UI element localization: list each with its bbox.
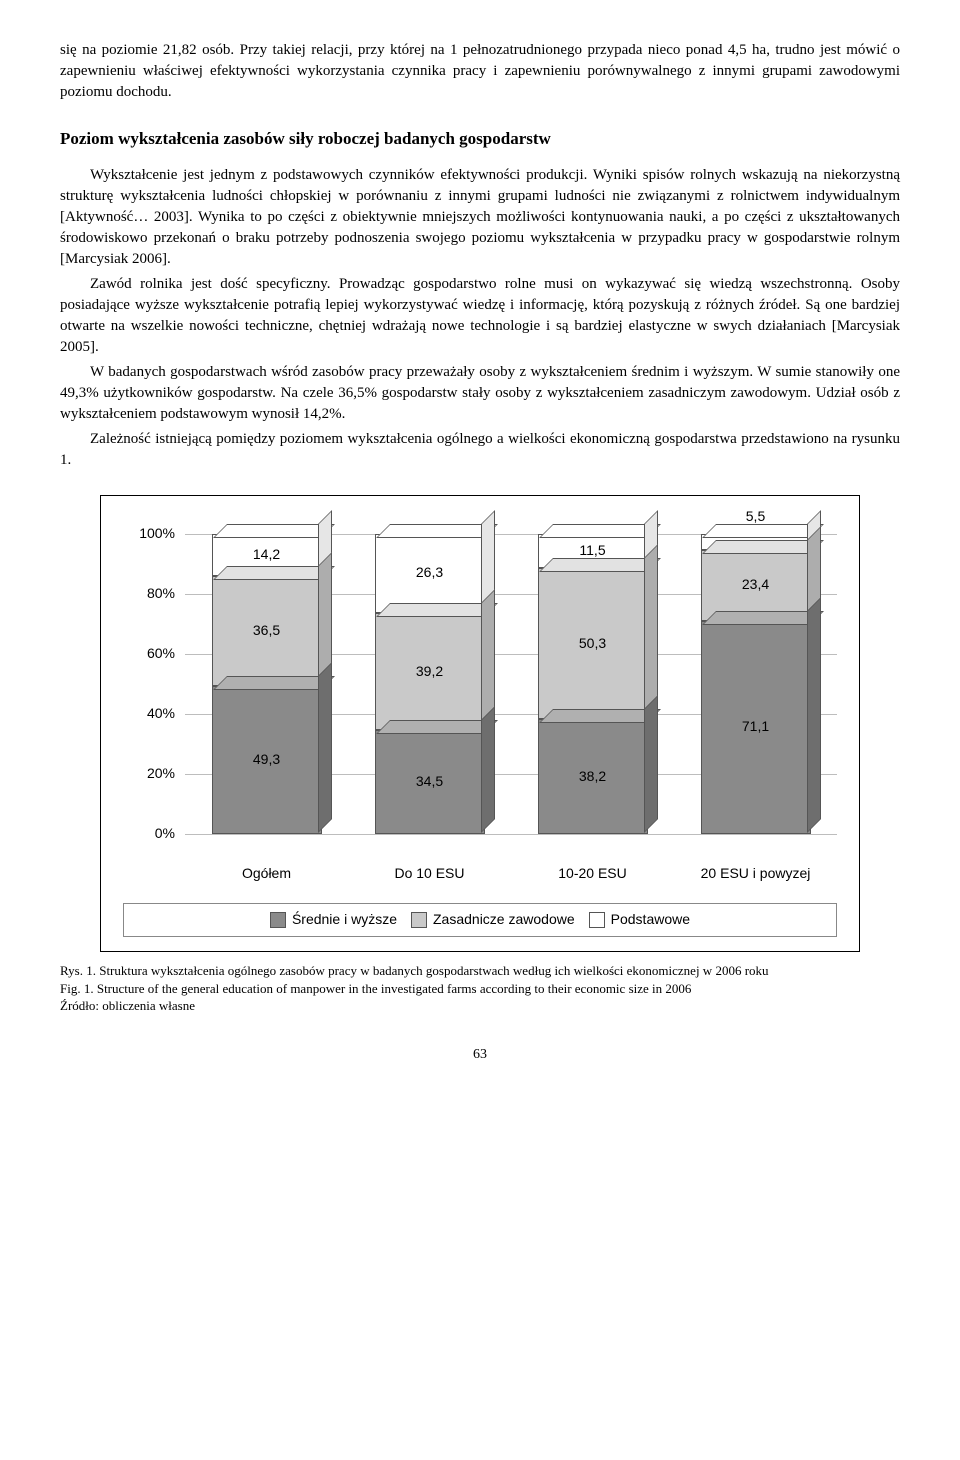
chart-value-label: 14,2 xyxy=(253,545,280,565)
chart-value-label: 71,1 xyxy=(742,717,769,737)
chart-container: 0% 20% 40% 60% 80% 100% 14,2 36,5 49,3 26,3 39,2 34… xyxy=(100,495,860,952)
chart-legend-label: Średnie i wyższe xyxy=(292,910,397,930)
chart-bar-segment-topface xyxy=(213,676,335,690)
chart-value-label: 36,5 xyxy=(253,621,280,641)
chart-bar-segment-topface xyxy=(376,524,498,538)
chart-legend-label: Podstawowe xyxy=(611,910,690,930)
chart-legend-item: Podstawowe xyxy=(589,910,690,930)
chart-bar-segment: 36,5 xyxy=(212,576,322,686)
chart-bar-segment-topface xyxy=(213,566,335,580)
chart-legend-item: Zasadnicze zawodowe xyxy=(411,910,575,930)
section-heading: Poziom wykształcenia zasobów siły robocz… xyxy=(60,127,900,151)
chart-bar-segment-sideface xyxy=(481,706,495,833)
chart-bar-segment: 26,3 xyxy=(375,534,485,613)
body-paragraph: W badanych gospodarstwach wśród zasobów … xyxy=(60,362,900,425)
chart-bar-segment: 49,3 xyxy=(212,686,322,834)
chart-legend-swatch xyxy=(589,912,605,928)
chart-bar-segment: 34,5 xyxy=(375,730,485,834)
chart-bar-segment-topface xyxy=(376,603,498,617)
chart-y-tick-label: 100% xyxy=(125,524,175,544)
chart-y-tick-label: 40% xyxy=(125,704,175,724)
chart-bar-segment-sideface xyxy=(644,544,658,718)
chart-y-tick-label: 20% xyxy=(125,764,175,784)
chart-y-tick-label: 80% xyxy=(125,584,175,604)
chart-value-label: 50,3 xyxy=(579,634,606,654)
chart-bar-segment-topface xyxy=(213,524,335,538)
body-paragraph: się na poziomie 21,82 osób. Przy takiej … xyxy=(60,40,900,103)
chart-y-tick-label: 60% xyxy=(125,644,175,664)
chart-bar-segment-topface xyxy=(376,720,498,734)
chart-bar-segment: 39,2 xyxy=(375,613,485,731)
chart-x-tick-label: 10-20 ESU xyxy=(533,864,653,884)
chart-legend: Średnie i wyższe Zasadnicze zawodowe Podst… xyxy=(123,903,837,937)
body-paragraph: Wykształcenie jest jednym z podstawowych… xyxy=(60,165,900,270)
chart-bar-segment-topface xyxy=(539,709,661,723)
chart-value-label: 5,5 xyxy=(746,507,765,527)
page-number: 63 xyxy=(60,1045,900,1065)
chart-bar-segment: 38,2 xyxy=(538,719,648,834)
chart-value-label: 38,2 xyxy=(579,767,606,787)
chart-value-label: 39,2 xyxy=(416,662,443,682)
chart-bar-segment-topface xyxy=(539,558,661,572)
body-paragraph: Zależność istniejącą pomiędzy poziomem w… xyxy=(60,429,900,471)
chart-x-tick-label: 20 ESU i powyzej xyxy=(696,864,816,884)
chart-bar-segment: 23,4 xyxy=(701,550,811,620)
chart-bar-segment-sideface xyxy=(318,662,332,833)
chart-bar: 14,2 36,5 49,3 xyxy=(212,534,322,834)
chart-bar-segment-topface xyxy=(539,524,661,538)
chart-bars-row: 14,236,549,326,339,234,511,550,338,25,52… xyxy=(185,534,837,834)
chart-legend-label: Zasadnicze zawodowe xyxy=(433,910,575,930)
chart-value-label: 34,5 xyxy=(416,772,443,792)
figure-caption-pl: Rys. 1. Struktura wykształcenia ogólnego… xyxy=(60,962,900,980)
body-paragraph: Zawód rolnika jest dość specyficzny. Pro… xyxy=(60,274,900,358)
chart-legend-swatch xyxy=(411,912,427,928)
chart-bar-segment: 50,3 xyxy=(538,568,648,719)
chart-bar-segment-topface xyxy=(702,540,824,554)
chart-bar-segment-topface xyxy=(702,611,824,625)
chart-plot-area: 0%20%40%60%80%100%14,236,549,326,339,234… xyxy=(185,514,837,854)
figure-caption: Rys. 1. Struktura wykształcenia ogólnego… xyxy=(60,962,900,1015)
figure-caption-source: Źródło: obliczenia własne xyxy=(60,997,900,1015)
chart-x-tick-label: Do 10 ESU xyxy=(370,864,490,884)
chart-bar-segment: 71,1 xyxy=(701,621,811,834)
chart-legend-item: Średnie i wyższe xyxy=(270,910,397,930)
chart-value-label: 23,4 xyxy=(742,576,769,596)
chart-x-axis-labels: Ogółem Do 10 ESU 10-20 ESU 20 ESU i powyzej xyxy=(185,864,837,884)
chart-bar: 11,550,338,2 xyxy=(538,534,648,834)
chart-value-label: 49,3 xyxy=(253,750,280,770)
chart-bar-segment-sideface xyxy=(644,695,658,833)
chart-bar: 26,3 39,2 34,5 xyxy=(375,534,485,834)
chart-x-tick-label: Ogółem xyxy=(207,864,327,884)
chart-bar: 5,523,471,1 xyxy=(701,534,811,834)
chart-bar-segment-sideface xyxy=(807,597,821,833)
chart-y-tick-label: 0% xyxy=(125,824,175,844)
figure-caption-en: Fig. 1. Structure of the general educati… xyxy=(60,980,900,998)
chart-legend-swatch xyxy=(270,912,286,928)
chart-gridline xyxy=(185,834,837,835)
chart-value-label: 26,3 xyxy=(416,563,443,583)
